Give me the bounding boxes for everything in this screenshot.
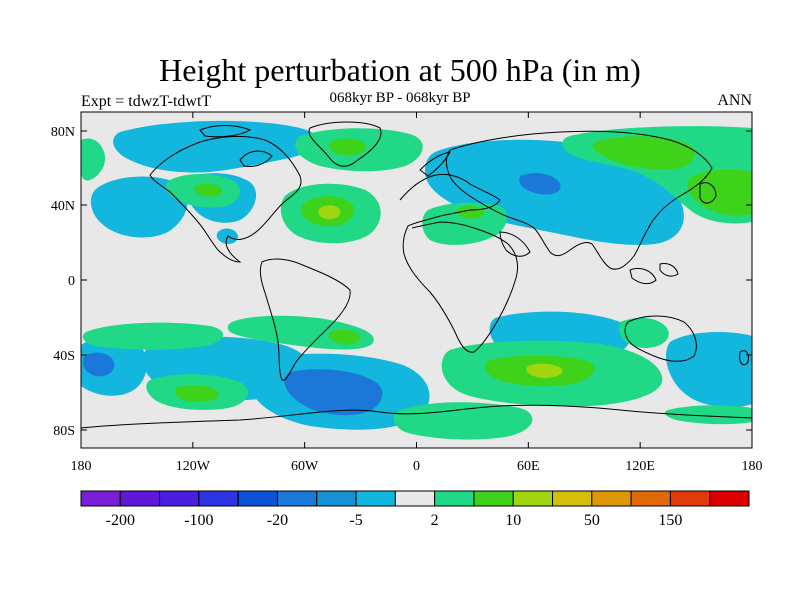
colorbar: -200 -100 -20 -5 2 10 50 150 [80, 490, 750, 529]
lon-tick-label: 120W [176, 459, 211, 474]
lon-tick-label: 180 [742, 459, 763, 474]
positive-region-antarctic-indian [393, 402, 533, 440]
colorbar-swatch [512, 490, 554, 507]
colorbar-swatch [669, 490, 711, 507]
colorbar-label: 2 [431, 512, 439, 529]
lon-tick-label: 60W [291, 459, 319, 474]
colorbar-swatch [434, 490, 475, 507]
lat-tick-label: 0 [68, 274, 75, 289]
positive-region-subtropical-south [82, 322, 224, 350]
lat-tick-label: 40N [51, 199, 75, 214]
lat-tick-label: 80N [51, 125, 75, 140]
colorbar-swatch [473, 490, 514, 507]
coastlines [81, 121, 752, 429]
positive-region-greenland-core [328, 138, 367, 156]
positive-region-south-pacific-mid-core [175, 385, 219, 402]
experiment-label: Expt = tdwzT-tdwtT [81, 93, 212, 110]
lon-tick-label: 60E [517, 459, 540, 474]
colorbar-swatch [355, 490, 396, 507]
plot-subtitle: 068kyr BP - 068kyr BP [329, 90, 471, 106]
positive-region-tasman [618, 317, 669, 348]
positive-region-mediterranean [422, 202, 508, 245]
lat-tick-label: 40S [53, 349, 75, 364]
negative-region-south-pacific-east [666, 332, 752, 408]
positive-region-south-pacific-far-east [664, 405, 752, 425]
colorbar-swatch [237, 490, 278, 507]
colorbar-swatch [119, 490, 161, 507]
colorbar-swatch [276, 490, 318, 507]
colorbar-swatch [552, 490, 593, 507]
colorbar-swatch [591, 490, 632, 507]
colorbar-swatch [709, 490, 750, 507]
positive-region-north-america-core [194, 183, 222, 197]
positive-region-alaska [81, 138, 106, 181]
negative-region-north-atlantic [113, 120, 319, 173]
colorbar-swatch [80, 490, 121, 507]
negative-region-pacific-north [90, 176, 188, 238]
lon-tick-label: 120E [625, 459, 655, 474]
positive-region-south-atlantic-core [328, 329, 361, 345]
colorbar-label: -200 [106, 512, 135, 529]
colorbar-label: -100 [184, 512, 213, 529]
season-label: ANN [717, 92, 752, 109]
positive-region-mediterranean-core [456, 205, 484, 219]
axis-ticks: 180 120W 60W 0 60E 120E 180 80N 40N 0 40S 80S [51, 112, 763, 474]
colorbar-label: 150 [658, 512, 682, 529]
negative-region-southern-ocean-core [284, 369, 383, 416]
colorbar-swatch [630, 490, 671, 507]
positive-region-mid-atlantic-core [318, 205, 341, 220]
lon-tick-label: 180 [71, 459, 92, 474]
positive-region-siberia-core [592, 136, 695, 170]
colorbar-swatch [394, 490, 436, 507]
plot-title: Height perturbation at 500 hPa (in m) [159, 52, 641, 88]
colorbar-label: 10 [505, 512, 521, 529]
negative-region-eurasia-core [519, 173, 561, 195]
colorbar-swatch [198, 490, 239, 507]
colorbar-swatch [159, 490, 200, 507]
colorbar-swatch [316, 490, 357, 507]
colorbar-label: 50 [584, 512, 600, 529]
positive-region-south-indian-core [526, 363, 563, 378]
lat-tick-label: 80S [53, 424, 75, 439]
negative-region-south-pacific-west-core [82, 352, 115, 377]
contour-fields [81, 120, 752, 440]
lon-tick-label: 0 [413, 459, 420, 474]
colorbar-label: -5 [349, 512, 362, 529]
colorbar-label: -20 [267, 512, 288, 529]
positive-region-north-pacific-east [687, 169, 752, 216]
